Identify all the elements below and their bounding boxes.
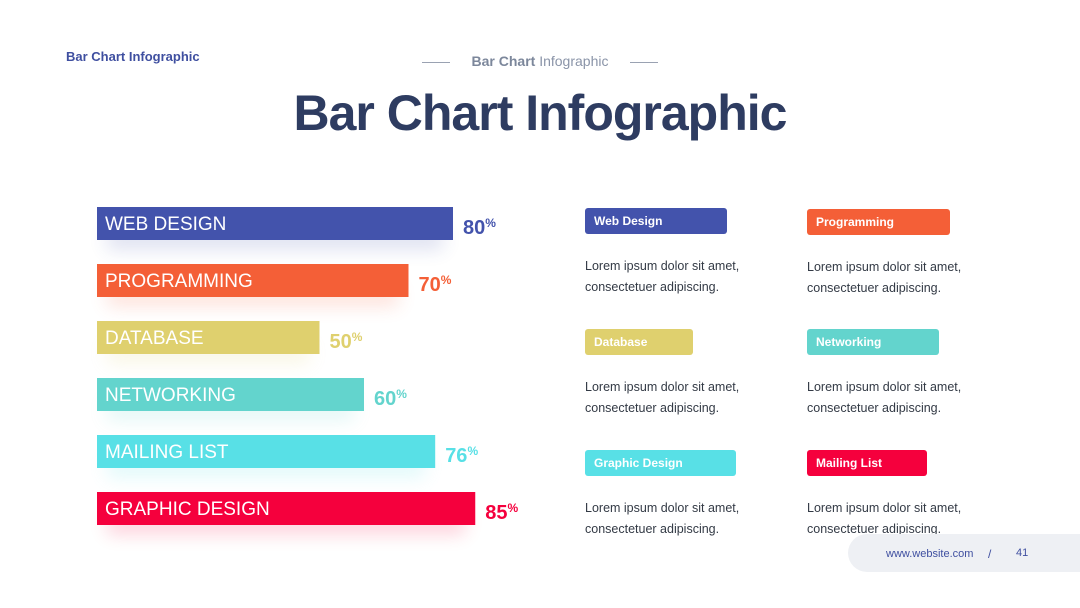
subheading-strong: Bar Chart	[471, 53, 536, 69]
card-tag: Networking	[807, 329, 939, 355]
card-desc-line: Lorem ipsum dolor sit amet,	[807, 260, 962, 274]
value-label-database: 50%	[330, 330, 363, 353]
value-label-programming: 70%	[419, 273, 452, 296]
page-number: 41	[1016, 547, 1029, 559]
card-desc-line: consectetuer adipiscing.	[585, 522, 720, 536]
card-desc-line: consectetuer adipiscing.	[585, 401, 720, 415]
bar-chart: WEB DESIGN 80% PROGRAMMING 70% DATABASE 50% NE…	[97, 207, 519, 534]
card-mailing-list: Mailing List Lorem ipsum dolor sit amet,…	[807, 450, 961, 540]
card-desc-line: consectetuer adipiscing.	[807, 522, 942, 536]
card-tag: Graphic Design	[585, 450, 736, 476]
value-label-networking: 60%	[374, 387, 407, 410]
card-description: Lorem ipsum dolor sit amet, consectetuer…	[807, 498, 961, 540]
card-description: Lorem ipsum dolor sit amet, consectetuer…	[807, 257, 961, 299]
bar-networking	[97, 378, 364, 411]
bars: WEB DESIGN 80% PROGRAMMING 70% DATABASE 50% NE…	[97, 207, 519, 525]
value-label-graphic-design: 85%	[485, 501, 518, 524]
card-tag: Database	[585, 329, 693, 355]
card-desc-line: consectetuer adipiscing.	[807, 281, 942, 295]
card-desc-line: Lorem ipsum dolor sit amet,	[807, 380, 962, 394]
card-graphic-design: Graphic Design Lorem ipsum dolor sit ame…	[585, 450, 739, 540]
bar-programming	[97, 264, 409, 297]
footer: www.website.com / 41	[848, 534, 1080, 572]
subheading-right-line	[630, 61, 659, 64]
card-database: Database Lorem ipsum dolor sit amet, con…	[585, 329, 739, 419]
card-tag: Programming	[807, 209, 950, 235]
footer-separator: /	[988, 547, 992, 561]
card-desc-line: Lorem ipsum dolor sit amet,	[807, 501, 962, 515]
card-programming: Programming Lorem ipsum dolor sit amet, …	[807, 209, 961, 299]
bar-label-mailing-list: MAILING LIST	[105, 442, 229, 463]
card-tag: Mailing List	[807, 450, 927, 476]
bar-label-graphic-design: GRAPHIC DESIGN	[105, 499, 270, 520]
card-description: Lorem ipsum dolor sit amet, consectetuer…	[585, 498, 739, 540]
card-networking: Networking Lorem ipsum dolor sit amet, c…	[807, 329, 961, 419]
card-desc-line: Lorem ipsum dolor sit amet,	[585, 501, 740, 515]
bar-label-database: DATABASE	[105, 328, 204, 349]
subheading-left-line	[421, 61, 450, 64]
page-title: Bar Chart Infographic	[293, 85, 788, 141]
subheading-rest: Infographic	[535, 53, 609, 69]
bar-label-networking: NETWORKING	[105, 385, 236, 406]
bar-mailing-list	[97, 435, 436, 468]
corner-title: Bar Chart Infographic	[66, 49, 200, 64]
bar-label-programming: PROGRAMMING	[105, 271, 253, 292]
card-description: Lorem ipsum dolor sit amet, consectetuer…	[585, 256, 739, 298]
card-web-design: Web Design Lorem ipsum dolor sit amet, c…	[585, 208, 739, 298]
website-link[interactable]: www.website.com	[886, 548, 974, 560]
value-label-web-design: 80%	[463, 216, 496, 239]
card-desc-line: Lorem ipsum dolor sit amet,	[585, 380, 740, 394]
card-description: Lorem ipsum dolor sit amet, consectetuer…	[585, 377, 739, 419]
bar-database	[97, 321, 320, 354]
value-label-mailing-list: 76%	[445, 444, 478, 467]
card-description: Lorem ipsum dolor sit amet, consectetuer…	[807, 377, 961, 419]
subheading: Bar Chart Infographic	[0, 53, 1080, 69]
bar-label-web-design: WEB DESIGN	[105, 214, 226, 235]
card-desc-line: consectetuer adipiscing.	[807, 401, 942, 415]
card-desc-line: consectetuer adipiscing.	[585, 280, 720, 294]
card-desc-line: Lorem ipsum dolor sit amet,	[585, 259, 740, 273]
bar-web-design	[97, 207, 453, 240]
card-tag: Web Design	[585, 208, 727, 234]
bar-graphic-design	[97, 492, 476, 525]
